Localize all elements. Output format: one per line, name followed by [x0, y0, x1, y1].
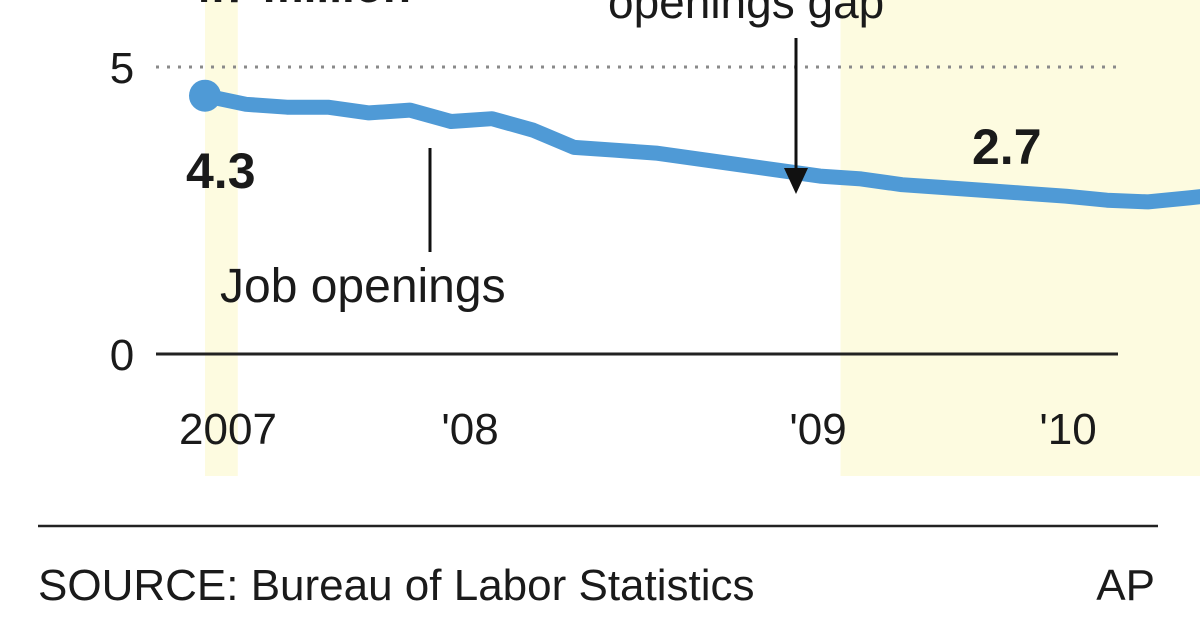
x-tick-label: 2007 [179, 405, 277, 454]
credit-label: AP [1096, 561, 1155, 610]
x-tick-label: '08 [441, 405, 498, 454]
y-tick-label: 5 [110, 44, 134, 93]
data-label-start: 4.3 [186, 143, 256, 199]
series-line [197, 88, 1200, 210]
series-start-point [189, 79, 221, 112]
annotation-label: Job openings [220, 260, 506, 313]
shaded-period [205, 0, 238, 476]
x-tick-label: '09 [789, 405, 846, 454]
x-tick-label: '10 [1039, 405, 1096, 454]
source-note: SOURCE: Bureau of Labor Statistics [38, 561, 755, 610]
shaded-periods [205, 0, 1200, 476]
series-layer [189, 79, 1200, 210]
shaded-period [840, 0, 1200, 476]
header-fragment-left: 4.7 million [186, 0, 411, 12]
y-tick-label: 0 [110, 331, 134, 380]
header-fragment-right: openings gap [608, 0, 884, 28]
gridlines [156, 65, 1118, 356]
data-label-end: 2.7 [972, 119, 1042, 175]
gap-arrow-head [784, 168, 808, 194]
